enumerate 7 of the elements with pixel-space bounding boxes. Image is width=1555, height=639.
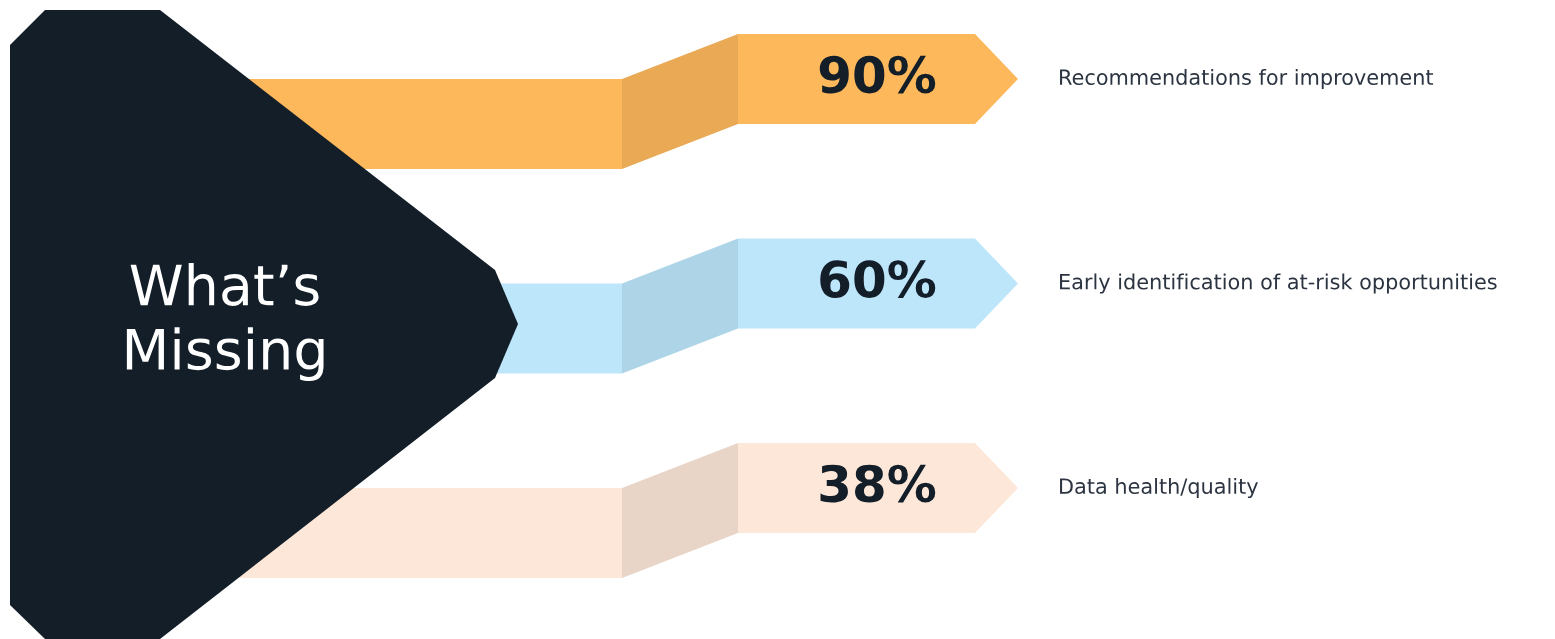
text: What’s Missing <box>126 262 324 382</box>
data-label: 60% <box>820 260 936 299</box>
category-label: Data health/quality <box>1060 477 1258 499</box>
data-label: 38% <box>820 464 936 503</box>
category-label: Recommendations for improvement <box>1060 68 1434 90</box>
data-label: 90% <box>819 55 936 94</box>
category-label: Early identification of at-risk opportunities <box>1060 273 1497 294</box>
